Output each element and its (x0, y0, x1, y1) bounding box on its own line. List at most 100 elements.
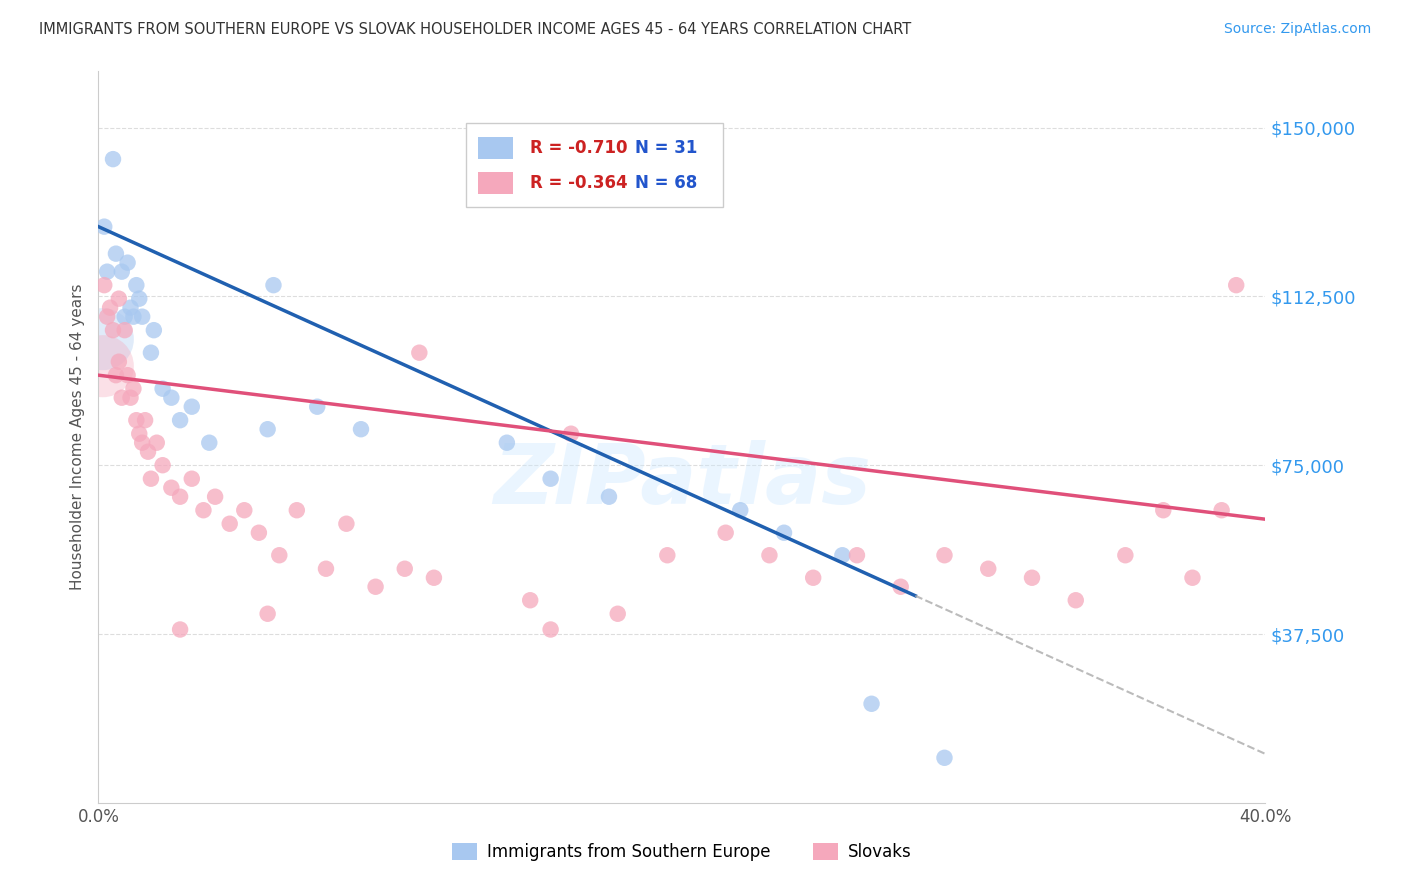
Point (256, 422, 278, 436)
Point (160, 481, 183, 495)
Point (350, 422, 373, 436)
Point (934, 751, 956, 765)
Point (335, 516, 357, 531)
Point (108, 292, 131, 306)
Point (198, 435, 221, 450)
Point (180, 472, 202, 486)
Point (125, 413, 148, 427)
FancyBboxPatch shape (478, 172, 513, 194)
Text: ZIPatlas: ZIPatlas (494, 441, 870, 522)
Point (93, 278, 115, 293)
Point (108, 354, 131, 368)
Point (169, 413, 191, 427)
Point (1211, 503, 1233, 517)
Point (204, 490, 226, 504)
Point (122, 382, 145, 396)
Point (1021, 571, 1043, 585)
Point (96, 265, 118, 279)
Point (117, 368, 139, 383)
Point (114, 310, 136, 324)
Point (142, 323, 165, 337)
Point (560, 426, 582, 441)
Point (122, 310, 145, 324)
Point (136, 444, 159, 458)
Point (146, 435, 169, 450)
Point (98, 301, 121, 315)
Text: IMMIGRANTS FROM SOUTHERN EUROPE VS SLOVAK HOUSEHOLDER INCOME AGES 45 - 64 YEARS : IMMIGRANTS FROM SOUTHERN EUROPE VS SLOVA… (39, 22, 911, 37)
Point (101, 152, 124, 166)
Text: R = -0.364: R = -0.364 (530, 174, 628, 192)
Point (860, 697, 883, 711)
Point (1152, 503, 1174, 517)
Point (307, 400, 329, 414)
Point (131, 310, 153, 324)
Point (831, 548, 853, 562)
Point (134, 413, 156, 427)
Point (519, 593, 541, 607)
Point (114, 323, 136, 337)
Point (977, 562, 1000, 576)
Point (423, 571, 446, 585)
Point (262, 278, 284, 293)
Legend: Immigrants from Southern Europe, Slovaks: Immigrants from Southern Europe, Slovaks (446, 836, 918, 868)
Point (408, 345, 430, 359)
Point (139, 472, 162, 486)
Point (496, 435, 519, 450)
Point (91, 332, 114, 346)
Point (152, 458, 174, 473)
Point (657, 548, 679, 562)
Point (120, 301, 142, 315)
Point (128, 292, 150, 306)
Point (730, 503, 752, 517)
Point (193, 503, 215, 517)
FancyBboxPatch shape (478, 136, 513, 159)
Point (1064, 593, 1087, 607)
Point (152, 382, 174, 396)
Point (218, 516, 240, 531)
Point (846, 548, 869, 562)
Point (139, 345, 162, 359)
Point (104, 246, 127, 260)
Point (269, 548, 291, 562)
Point (104, 368, 127, 383)
Point (285, 503, 308, 517)
Point (91, 359, 114, 374)
Point (169, 490, 191, 504)
Point (315, 562, 337, 576)
Text: R = -0.710: R = -0.710 (530, 139, 627, 157)
Point (598, 490, 620, 504)
Point (131, 435, 153, 450)
Point (160, 391, 183, 405)
Point (120, 391, 142, 405)
Point (394, 562, 416, 576)
Text: Source: ZipAtlas.com: Source: ZipAtlas.com (1223, 22, 1371, 37)
FancyBboxPatch shape (465, 122, 723, 207)
Point (540, 472, 562, 486)
Point (714, 525, 737, 540)
Point (256, 607, 278, 621)
Point (128, 426, 150, 441)
Point (934, 548, 956, 562)
Point (247, 525, 270, 540)
Text: N = 31: N = 31 (636, 139, 697, 157)
Point (606, 607, 628, 621)
Point (540, 623, 562, 637)
Point (93, 219, 115, 234)
Point (169, 623, 191, 637)
Point (96, 310, 118, 324)
Text: N = 68: N = 68 (636, 174, 697, 192)
Point (758, 548, 780, 562)
Point (111, 391, 134, 405)
Point (1114, 548, 1136, 562)
Point (111, 265, 134, 279)
Point (364, 580, 387, 594)
Point (801, 571, 824, 585)
Point (233, 503, 256, 517)
Point (1181, 571, 1204, 585)
Point (773, 525, 796, 540)
Point (467, 188, 489, 202)
Point (125, 278, 148, 293)
Point (1225, 278, 1247, 293)
Point (117, 255, 139, 269)
Point (101, 323, 124, 337)
